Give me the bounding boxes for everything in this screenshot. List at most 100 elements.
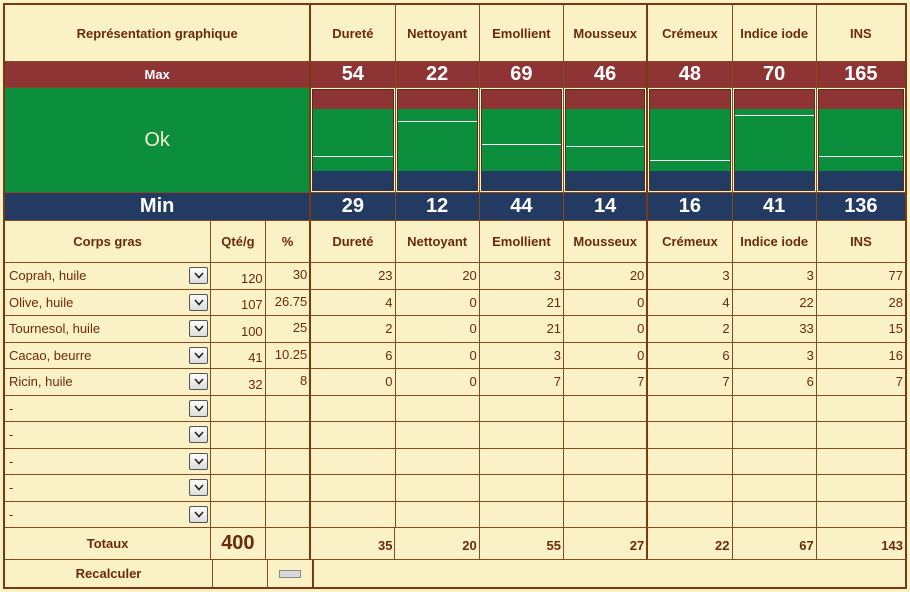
max-cremeux: 48	[648, 62, 733, 88]
chevron-down-icon[interactable]	[189, 346, 209, 364]
ingredient-emollient-value	[479, 422, 565, 449]
ingredient-name: Coprah, huile	[9, 268, 87, 284]
ingredient-qty[interactable]	[211, 448, 266, 475]
ingredient-name: -	[9, 506, 14, 522]
ingredient-row: Ricin, huile 32 8 0 0 7 7 7 6 7	[5, 369, 905, 396]
chevron-down-icon[interactable]	[189, 479, 209, 497]
ingredient-ins-value: 7	[816, 369, 905, 396]
ingredient-ins-value: 77	[816, 263, 905, 290]
chevron-down-icon[interactable]	[189, 505, 209, 523]
ingredient-qty[interactable]: 41	[211, 342, 266, 369]
ingredient-select[interactable]: -	[5, 448, 212, 475]
ingredient-select[interactable]: Tournesol, huile	[5, 316, 212, 343]
total-nettoyant: 20	[395, 528, 480, 560]
chevron-down-icon[interactable]	[189, 267, 209, 285]
ingredient-emollient-value	[479, 475, 565, 502]
max-mousseux: 46	[564, 62, 649, 88]
ingredient-mousseux-value	[564, 448, 649, 475]
ingredient-name: Cacao, beurre	[9, 347, 92, 363]
recalc-button[interactable]	[279, 569, 301, 578]
ingredient-nettoyant-value	[395, 448, 480, 475]
ingredient-name: -	[9, 453, 14, 469]
header2-ins: INS	[816, 221, 905, 263]
ingredient-qty[interactable]: 32	[211, 369, 266, 396]
chevron-down-icon[interactable]	[189, 399, 209, 417]
status-ok: Ok	[5, 88, 312, 193]
max-nettoyant: 22	[395, 62, 480, 88]
ingredient-pct	[265, 475, 312, 502]
ingredient-mousseux-value: 0	[564, 342, 649, 369]
header-nettoyant: Nettoyant	[395, 5, 480, 62]
header2-indice-iode: Indice iode	[732, 221, 817, 263]
bar-value-marker	[566, 145, 645, 147]
ingredient-name: Tournesol, huile	[9, 321, 101, 337]
bar-mousseux	[564, 88, 647, 192]
ingredient-row: Tournesol, huile 100 25 2 0 21 0 2 33 15	[5, 316, 905, 343]
ingredient-pct: 26.75	[265, 289, 312, 316]
ingredient-name: Ricin, huile	[9, 374, 73, 390]
chevron-down-icon[interactable]	[189, 293, 209, 311]
bar-under-min-zone	[650, 171, 730, 190]
ingredient-select[interactable]: Cacao, beurre	[5, 342, 212, 369]
ingredient-qty[interactable]	[211, 501, 266, 528]
ingredient-mousseux-value: 0	[564, 316, 649, 343]
total-mousseux: 27	[563, 528, 649, 560]
max-label: Max	[5, 62, 312, 88]
ingredient-mousseux-value: 0	[564, 289, 649, 316]
header-row: Représentation graphique Dureté Nettoyan…	[5, 5, 905, 62]
total-ins: 143	[816, 528, 905, 560]
ingredient-qty[interactable]: 100	[211, 316, 266, 343]
total-durete: 35	[311, 528, 396, 560]
ingredient-durete-value: 4	[311, 289, 396, 316]
ingredient-nettoyant-value: 0	[395, 316, 480, 343]
ingredient-durete-value: 6	[311, 342, 396, 369]
ingredient-mousseux-value	[564, 501, 649, 528]
ingredient-qty[interactable]	[211, 422, 266, 449]
ingredient-emollient-value: 3	[479, 342, 565, 369]
ingredient-select[interactable]: -	[5, 422, 212, 449]
bar-under-min-zone	[313, 171, 393, 190]
header-durete: Dureté	[311, 5, 396, 62]
header2-mousseux: Mousseux	[564, 221, 649, 263]
ingredient-durete-value: 2	[311, 316, 396, 343]
chevron-down-icon[interactable]	[189, 426, 209, 444]
ingredient-select[interactable]: Coprah, huile	[5, 263, 212, 290]
bar-ok-zone	[734, 108, 814, 172]
max-emollient: 69	[479, 62, 565, 88]
ingredient-ins-value: 28	[816, 290, 905, 316]
min-emollient: 44	[479, 193, 565, 221]
ingredient-indice-iode-value: 3	[732, 263, 817, 290]
ingredient-select[interactable]: Ricin, huile	[5, 369, 212, 396]
chevron-down-icon[interactable]	[189, 320, 209, 338]
ingredient-nettoyant-value: 0	[395, 289, 480, 316]
ingredient-qty[interactable]	[211, 395, 266, 422]
ingredient-select[interactable]: Olive, huile	[5, 289, 212, 316]
ingredient-pct	[265, 448, 312, 475]
ingredient-select[interactable]: -	[5, 475, 212, 502]
ingredient-qty[interactable]: 120	[211, 263, 266, 290]
ingredient-nettoyant-value	[395, 475, 480, 502]
bar-ok-zone	[397, 108, 477, 172]
ingredient-row: -	[5, 475, 905, 502]
bar-over-max-zone	[481, 90, 562, 109]
chevron-down-icon[interactable]	[189, 373, 209, 391]
totals-row: Totaux 400 35 20 55 27 22 67 143	[5, 528, 905, 560]
ingredient-qty[interactable]: 107	[211, 289, 266, 316]
ingredient-select[interactable]: -	[5, 395, 212, 422]
bar-under-min-zone	[734, 171, 814, 190]
soap-calculator-table: Représentation graphique Dureté Nettoyan…	[3, 3, 907, 589]
max-durete: 54	[311, 62, 396, 88]
ingredient-ins-value	[816, 502, 905, 528]
ingredient-ins-value	[816, 475, 905, 502]
ingredient-select[interactable]: -	[5, 501, 212, 528]
bar-ok-zone	[650, 108, 730, 172]
ingredient-cremeux-value: 6	[648, 342, 733, 369]
recalc-label: Recalculer	[5, 560, 213, 587]
ingredient-indice-iode-value	[732, 501, 817, 528]
chevron-down-icon[interactable]	[189, 452, 209, 470]
bar-under-min-zone	[818, 171, 903, 190]
min-row: Min 29 12 44 14 16 41 136	[5, 193, 905, 221]
ingredient-nettoyant-value	[395, 501, 480, 528]
min-cremeux: 16	[648, 193, 733, 221]
ingredient-qty[interactable]	[211, 475, 266, 502]
